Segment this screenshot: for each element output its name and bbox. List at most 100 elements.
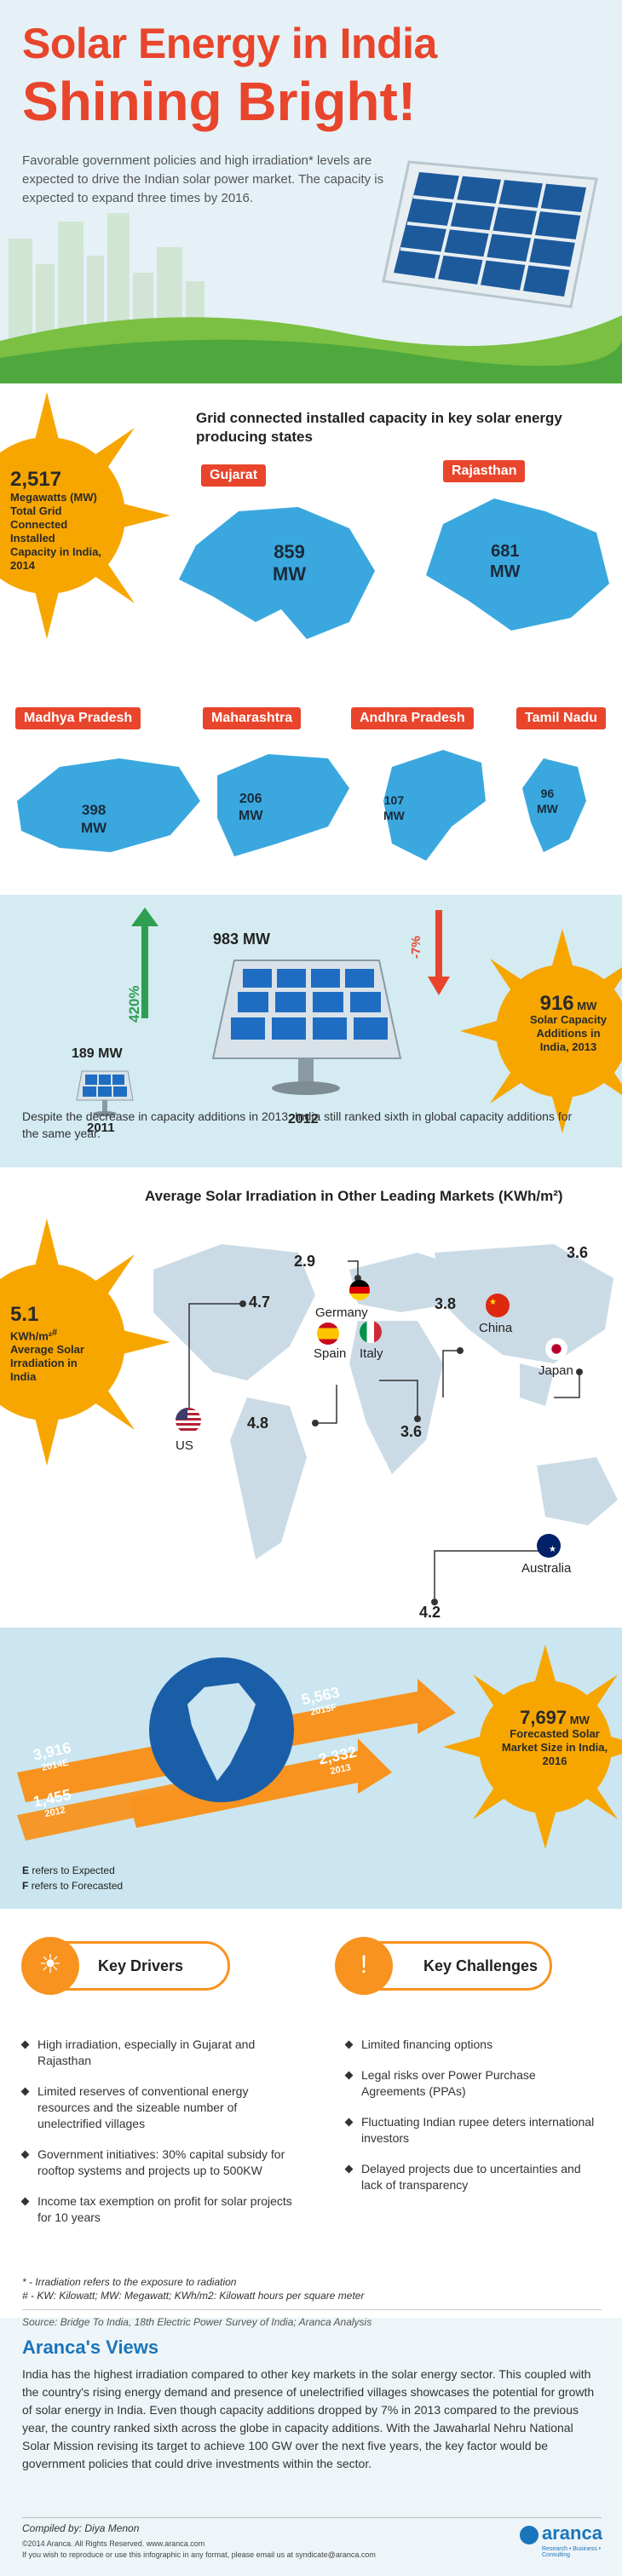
rajasthan-unit: MW: [490, 562, 521, 581]
footnote-units: # - KW: Kilowatt; MW: Megawatt; KWh/m2: …: [22, 2290, 365, 2302]
installed-unit: Megawatts (MW): [10, 491, 97, 504]
market-label-japan: Japan: [538, 1363, 573, 1378]
aranca-logo: aranca: [542, 2522, 602, 2544]
driver-item: Government initiatives: 30% capital subs…: [22, 2147, 295, 2179]
market-size-label: Forecasted Solar Market Size in India, 2…: [501, 1727, 608, 1767]
india-irradiation-unit: KWh/m²: [10, 1329, 53, 1343]
market-value-germany: 2.9: [294, 1253, 316, 1270]
market-value-japan: 3.6: [567, 1244, 589, 1261]
capacity-note: Despite the decrease in capacity additio…: [22, 1109, 573, 1140]
market-size-value: 7,697: [520, 1707, 567, 1728]
gujarat-unit: MW: [273, 563, 307, 585]
maharashtra-unit: MW: [239, 809, 263, 823]
copyright: ©2014 Aranca. All Rights Reserved. www.a…: [22, 2539, 205, 2548]
driver-item: High irradiation, especially in Gujarat …: [22, 2037, 295, 2069]
title-line-2: Shining Bright!: [22, 71, 417, 132]
india-irradiation-footnote-mark: #: [52, 1328, 58, 1338]
sun-icon: [443, 1645, 622, 1849]
andhra-pradesh-value: 107: [383, 793, 405, 807]
aranca-tagline: Research • Business • Consulting: [542, 2546, 602, 2558]
capacity-2012-value: 983 MW: [213, 931, 271, 948]
arrow-down-icon: [428, 910, 450, 995]
additions-unit: MW: [577, 1000, 597, 1012]
capacity-section: 420% -7% 983 MW 2012 189 MW 2011: [0, 895, 622, 1167]
gujarat-map: [179, 507, 375, 639]
source-text: Source: Bridge To India, 18th Electric P…: [22, 2316, 372, 2328]
sun-icon: [0, 392, 170, 639]
irradiation-section: Average Solar Irradiation in Other Leadi…: [0, 1167, 622, 1628]
sun-icon: [0, 1219, 170, 1466]
drivers-challenges-section: ☀ Key Drivers ! Key Challenges High irra…: [0, 1909, 622, 2318]
additions-value: 916: [539, 992, 574, 1015]
market-label-germany: Germany: [315, 1305, 368, 1320]
states-section: 2,517 Megawatts (MW) Total Grid Connecte…: [0, 383, 622, 895]
japan-flag-icon: [545, 1338, 567, 1360]
challenges-list: Limited financing options Legal risks ov…: [346, 2037, 602, 2208]
market-label-italy: Italy: [360, 1346, 383, 1361]
state-label-maharashtra: Maharashtra: [203, 707, 302, 729]
additions-label: Solar Capacity Additions in India, 2013: [529, 1013, 608, 1053]
solar-panel-illustration: [382, 160, 598, 308]
irradiation-heading: Average Solar Irradiation in Other Leadi…: [145, 1188, 563, 1204]
maharashtra-value: 206: [239, 792, 262, 806]
rajasthan-map: [426, 498, 609, 631]
madhya-pradesh-unit: MW: [81, 820, 107, 836]
reproduce-note: If you wish to reproduce or use this inf…: [22, 2550, 376, 2559]
world-map: [153, 1244, 618, 1559]
andhra-pradesh-unit: MW: [383, 809, 405, 822]
capacity-2011-value: 189 MW: [72, 1046, 123, 1061]
solar-panel-2012-icon: [211, 960, 402, 1095]
market-value-china: 3.8: [435, 1295, 457, 1312]
growth-down: -7%: [409, 936, 423, 959]
state-label-gujarat: Gujarat: [201, 464, 267, 487]
spain-flag-icon: [317, 1323, 339, 1345]
market-label-china: China: [479, 1321, 513, 1335]
india-irradiation-value: 5.1: [10, 1303, 39, 1326]
market-size-unit: MW: [569, 1714, 590, 1726]
legend-f-letter: F: [22, 1880, 29, 1892]
states-heading: Grid connected installed capacity in key…: [196, 410, 562, 445]
market-value-us: 4.7: [249, 1294, 271, 1311]
market-value-italy: 3.6: [400, 1423, 423, 1440]
state-label-tamil-nadu: Tamil Nadu: [516, 707, 607, 729]
solar-panel-2011-icon: [76, 1070, 134, 1116]
market-label-us: US: [176, 1438, 193, 1453]
capacity-2012-year: 2012: [288, 1112, 319, 1127]
driver-item: Limited reserves of conventional energy …: [22, 2083, 295, 2132]
arrow-up-icon: [131, 908, 158, 1018]
city-skyline-illustration: [0, 213, 622, 383]
market-value-spain: 4.8: [247, 1415, 269, 1432]
germany-flag-icon: [349, 1280, 370, 1300]
rajasthan-value: 681: [491, 542, 520, 561]
title-line-1: Solar Energy in India: [22, 20, 437, 67]
legend-e-letter: E: [22, 1864, 30, 1876]
capacity-2011-year: 2011: [87, 1121, 115, 1135]
tamil-nadu-map: [522, 758, 586, 852]
china-flag-icon: ★: [486, 1294, 510, 1317]
italy-flag-icon: [360, 1321, 382, 1343]
us-flag-icon: [176, 1408, 201, 1433]
andhra-pradesh-map: [383, 750, 486, 861]
key-challenges-badge: ! Key Challenges: [335, 1937, 552, 1995]
views-body: India has the highest irradiation compar…: [22, 2367, 595, 2470]
key-drivers-badge: ☀ Key Drivers: [21, 1937, 230, 1995]
challenge-item: Delayed projects due to uncertainties an…: [346, 2161, 602, 2193]
pointer-lines: [188, 1260, 583, 1605]
market-value-australia: 4.2: [419, 1604, 441, 1621]
alert-person-icon: !: [335, 1937, 393, 1995]
challenge-item: Legal risks over Power Purchase Agreemen…: [346, 2067, 602, 2100]
forecast-section: 1,455 2012 3,916 2014E 2,332 2013 5,563 …: [0, 1628, 622, 1909]
state-label-rajasthan: Rajasthan: [443, 460, 526, 482]
maharashtra-map: [217, 754, 349, 856]
tamil-nadu-unit: MW: [537, 802, 558, 815]
hands-icon: ☀: [21, 1937, 79, 1995]
state-label-andhra-pradesh: Andhra Pradesh: [351, 707, 474, 729]
compiled-by: Compiled by: Diya Menon: [22, 2522, 140, 2534]
tamil-nadu-value: 96: [540, 787, 555, 800]
drivers-list: High irradiation, especially in Gujarat …: [22, 2037, 295, 2240]
installed-label: Total Grid Connected Installed Capacity …: [10, 504, 101, 572]
views-section: Aranca's Views India has the highest irr…: [0, 2318, 622, 2576]
driver-item: Income tax exemption on profit for solar…: [22, 2193, 295, 2226]
installed-value: 2,517: [10, 468, 62, 491]
growth-up: 420%: [126, 985, 142, 1023]
